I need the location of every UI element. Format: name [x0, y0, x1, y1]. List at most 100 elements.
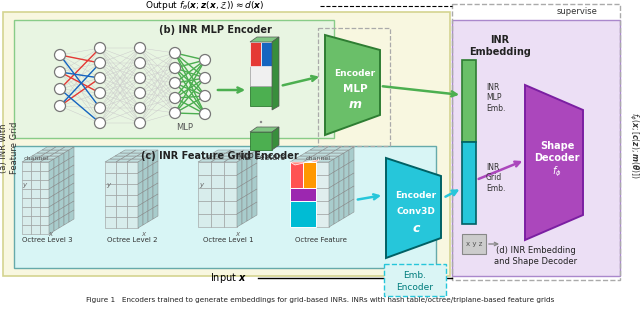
Bar: [250, 86, 272, 106]
Bar: [127, 217, 138, 228]
Polygon shape: [290, 159, 321, 165]
Circle shape: [95, 58, 106, 68]
Polygon shape: [349, 160, 354, 176]
Polygon shape: [326, 153, 344, 156]
Bar: [224, 162, 237, 175]
Text: x: x: [235, 231, 239, 237]
Bar: [40, 207, 49, 216]
Polygon shape: [153, 183, 158, 197]
Polygon shape: [386, 158, 441, 258]
Polygon shape: [143, 167, 148, 181]
Polygon shape: [60, 147, 74, 150]
Polygon shape: [54, 156, 59, 168]
Polygon shape: [64, 195, 69, 207]
Text: INR
Embedding: INR Embedding: [469, 35, 531, 57]
Polygon shape: [148, 153, 153, 167]
Bar: [261, 42, 272, 66]
Polygon shape: [49, 222, 54, 234]
Text: (b) INR MLP Encoder: (b) INR MLP Encoder: [159, 25, 271, 35]
Text: y: y: [22, 182, 26, 188]
Polygon shape: [49, 186, 54, 198]
Polygon shape: [226, 150, 244, 153]
Polygon shape: [334, 195, 339, 211]
Text: channel: channel: [305, 156, 330, 161]
Circle shape: [54, 49, 65, 61]
Polygon shape: [349, 199, 354, 215]
Bar: [198, 188, 211, 201]
Text: x: x: [48, 231, 52, 237]
Circle shape: [54, 83, 65, 95]
Polygon shape: [153, 172, 158, 186]
Polygon shape: [229, 156, 247, 159]
Text: Figure 1   Encoders trained to generate embeddings for grid-based INRs. INRs wit: Figure 1 Encoders trained to generate em…: [86, 297, 554, 303]
Polygon shape: [54, 183, 59, 195]
Bar: [303, 162, 316, 188]
Bar: [290, 201, 303, 214]
Bar: [22, 198, 31, 207]
Polygon shape: [64, 159, 69, 171]
Polygon shape: [242, 195, 247, 211]
Polygon shape: [198, 159, 216, 162]
Polygon shape: [334, 182, 339, 198]
Bar: [462, 234, 486, 254]
Polygon shape: [234, 153, 252, 156]
Polygon shape: [334, 208, 339, 224]
Bar: [127, 195, 138, 206]
Polygon shape: [308, 156, 326, 159]
Polygon shape: [310, 147, 328, 150]
Bar: [303, 188, 316, 201]
Circle shape: [134, 103, 145, 114]
Bar: [31, 162, 40, 171]
Circle shape: [260, 127, 262, 129]
Polygon shape: [143, 211, 148, 225]
Polygon shape: [239, 150, 257, 153]
Polygon shape: [242, 169, 247, 185]
Polygon shape: [64, 168, 69, 180]
Bar: [22, 225, 31, 234]
Polygon shape: [148, 164, 153, 178]
Bar: [303, 162, 316, 175]
Polygon shape: [138, 170, 143, 184]
Polygon shape: [316, 159, 334, 162]
Polygon shape: [148, 208, 153, 222]
Text: (c) INR Feature Grid Encoder: (c) INR Feature Grid Encoder: [141, 151, 299, 161]
Circle shape: [54, 100, 65, 112]
Polygon shape: [329, 159, 334, 175]
Polygon shape: [252, 163, 257, 179]
Bar: [40, 162, 49, 171]
Bar: [31, 189, 40, 198]
Polygon shape: [69, 156, 74, 168]
Circle shape: [260, 121, 262, 123]
Bar: [116, 206, 127, 217]
Bar: [290, 188, 316, 201]
Polygon shape: [329, 185, 334, 201]
Bar: [224, 175, 237, 188]
Polygon shape: [148, 186, 153, 200]
Bar: [14, 20, 334, 138]
Text: x y z: x y z: [466, 241, 482, 247]
Polygon shape: [247, 205, 252, 221]
Bar: [31, 225, 40, 234]
Polygon shape: [250, 37, 279, 42]
Polygon shape: [64, 150, 69, 162]
Bar: [290, 162, 303, 175]
Bar: [290, 188, 303, 201]
Text: Encoder: Encoder: [396, 192, 436, 201]
Polygon shape: [325, 35, 380, 135]
Polygon shape: [339, 205, 344, 221]
Bar: [211, 188, 224, 201]
Polygon shape: [329, 211, 334, 227]
Polygon shape: [120, 150, 136, 153]
Polygon shape: [208, 153, 226, 156]
Polygon shape: [318, 150, 336, 153]
Polygon shape: [59, 216, 64, 228]
Bar: [116, 217, 127, 228]
Circle shape: [54, 67, 65, 77]
Text: y: y: [106, 182, 110, 188]
Polygon shape: [51, 147, 65, 150]
Bar: [40, 216, 49, 225]
Bar: [290, 214, 303, 227]
Circle shape: [170, 92, 180, 104]
Polygon shape: [54, 174, 59, 186]
Polygon shape: [216, 156, 234, 159]
